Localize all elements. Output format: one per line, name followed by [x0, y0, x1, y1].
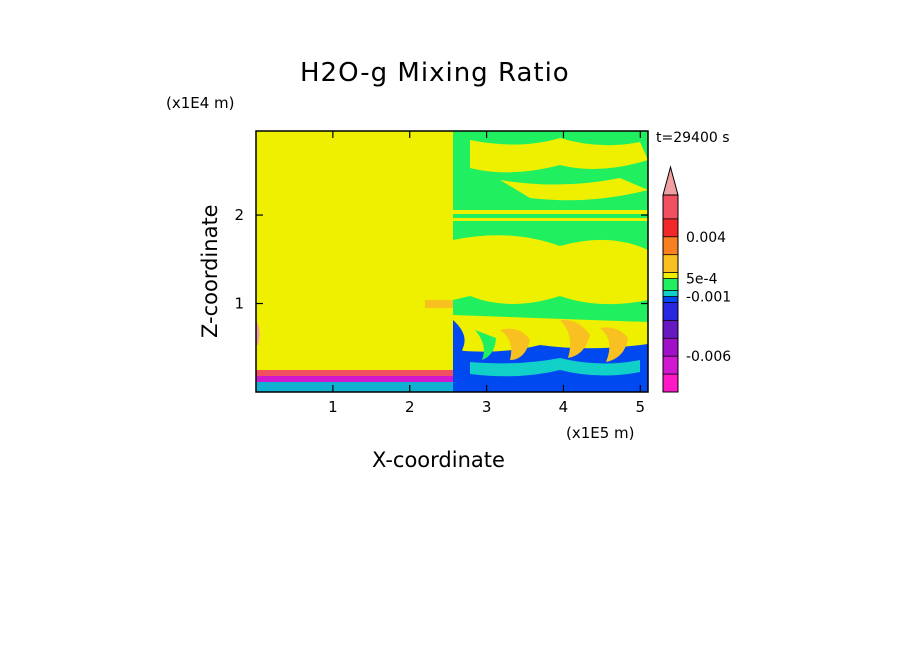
- field-right-orange-plume-2: [560, 319, 590, 358]
- x-tick-label: 2: [405, 398, 415, 416]
- field-left-edge-patch: [256, 320, 260, 345]
- colorbar-segment: [663, 278, 678, 291]
- colorbar-frame: [662, 194, 679, 393]
- colorbar-segment: [663, 302, 678, 321]
- colorbar-label: 0.004: [686, 230, 726, 246]
- colorbar-segment: [663, 272, 678, 279]
- colorbar: [662, 165, 679, 393]
- colorbar-segment: [663, 320, 678, 339]
- field-right-green-plume: [475, 330, 496, 360]
- x-axis-unit: (x1E5 m): [566, 424, 635, 442]
- field-left-surface-layer: [256, 376, 453, 382]
- field-right-yellow-line-1: [453, 210, 648, 214]
- colorbar-segment: [663, 236, 678, 255]
- field-right-orange-plume-1: [500, 328, 530, 360]
- colorbar-label: 5e-4: [686, 272, 718, 288]
- x-axis-label: X-coordinate: [372, 448, 505, 472]
- chart-title: H2O-g Mixing Ratio: [300, 58, 570, 88]
- colorbar-segment: [663, 356, 678, 375]
- y-tick-label: 2: [234, 206, 244, 224]
- plot-frame: [255, 130, 649, 393]
- field-right-yellow-region: [453, 235, 648, 305]
- field-left-orange-patch: [425, 300, 453, 308]
- x-tick-label: 5: [636, 398, 646, 416]
- y-axis-unit: (x1E4 m): [166, 94, 235, 112]
- x-axis-ticks: 1 2 3 4 5: [328, 131, 645, 416]
- field-left-inversion-layer: [256, 370, 453, 376]
- colorbar-segment: [663, 374, 678, 392]
- field-right-yellow-line-2: [453, 218, 648, 221]
- x-tick-label: 4: [559, 398, 569, 416]
- colorbar-segment: [663, 338, 678, 357]
- field-left-background: [256, 131, 453, 392]
- colorbar-extend-arrow: [662, 165, 679, 196]
- colorbar-segment: [663, 290, 678, 297]
- colorbar-segment: [663, 195, 678, 219]
- field-right-yellow-band-1: [470, 138, 648, 173]
- colorbar-label: -0.006: [686, 349, 731, 365]
- x-tick-label: 1: [328, 398, 338, 416]
- field-right-cyan-streak: [470, 358, 640, 377]
- y-tick-label: 1: [234, 295, 244, 313]
- contour-field: [256, 131, 648, 392]
- colorbar-labels: 0.004 5e-4-0.001 -0.006: [686, 230, 731, 365]
- field-left-ground-layer: [256, 382, 453, 392]
- colorbar-segment: [663, 296, 678, 303]
- colorbar-segment: [663, 254, 678, 273]
- field-right-yellow-band-2: [500, 178, 648, 201]
- colorbar-segment: [663, 218, 678, 237]
- y-axis-ticks: 12: [234, 206, 648, 313]
- time-annotation: t=29400 s: [656, 130, 730, 146]
- field-right-orange-plume-3: [600, 327, 628, 362]
- colorbar-label: -0.001: [686, 289, 731, 305]
- x-tick-label: 3: [482, 398, 492, 416]
